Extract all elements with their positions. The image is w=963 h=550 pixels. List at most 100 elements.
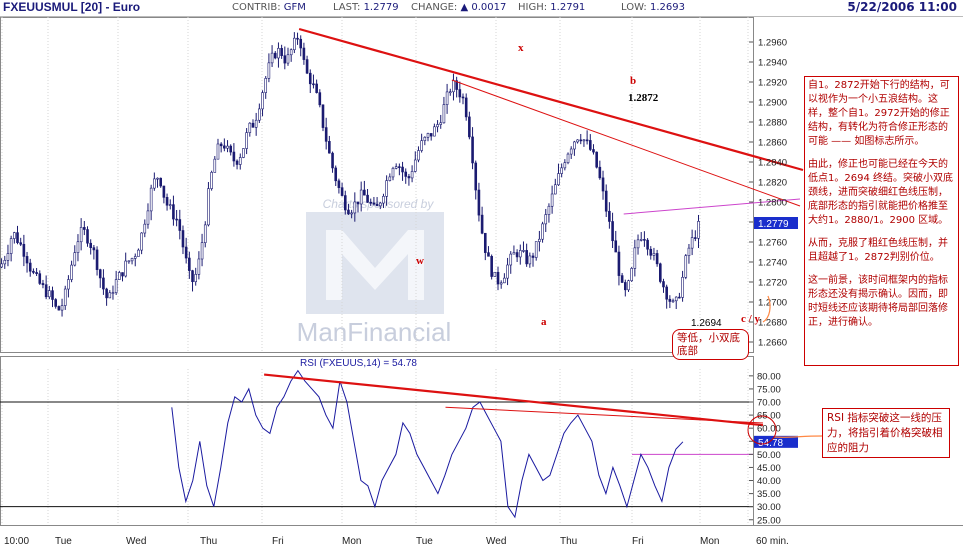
price-candle-body (191, 270, 194, 283)
quote-datetime: 5/22/2006 11:00 (847, 0, 957, 14)
x-axis-label: Mon (700, 536, 719, 547)
price-tick-label: 1.2960 (758, 38, 787, 49)
price-candle-body (296, 37, 299, 40)
price-candle-body (32, 270, 35, 273)
price-candle-body (305, 59, 309, 74)
price-candle-body (576, 139, 579, 143)
price-candle-body (181, 230, 185, 248)
price-candle-body (254, 119, 258, 128)
high-label: HIGH: (518, 2, 548, 13)
price-candle-body (617, 251, 621, 276)
x-axis-label: Wed (126, 536, 146, 547)
price-candle-body (229, 145, 233, 153)
price-candle-body (356, 201, 360, 205)
price-candle-body (207, 188, 210, 226)
last-price-tag-box (754, 217, 798, 229)
price-candle-body (528, 255, 532, 265)
change-up-icon: ▲ (460, 2, 469, 13)
watermark-sponsor-text: Charts sponsored by (323, 197, 435, 211)
price-candle-body (70, 264, 73, 280)
price-candle-body (197, 258, 201, 275)
price-candle-body (280, 48, 283, 56)
price-candle-body (264, 78, 268, 93)
rsi-tick-label: 80.00 (757, 371, 781, 382)
price-candle-body (60, 305, 64, 311)
price-candle-body (372, 202, 376, 205)
price-candle-body (382, 196, 385, 204)
price-candle-body (490, 256, 493, 277)
price-tick-label: 1.2840 (758, 158, 787, 169)
price-candle-body (499, 282, 503, 285)
price-candle-body (480, 214, 484, 234)
price-candle-body (674, 296, 678, 302)
price-tick-label: 1.2660 (758, 338, 787, 349)
price-candle-body (76, 241, 80, 253)
price-candle-body (226, 145, 229, 149)
last-value: 1.2779 (363, 2, 399, 13)
wave-label-w: w (416, 255, 424, 267)
rsi-tick-label: 70.00 (757, 398, 781, 409)
price-candle-body (401, 166, 404, 173)
price-candle-body (388, 176, 392, 181)
change-field: CHANGE: ▲ 0.0017 (411, 2, 506, 13)
x-axis-label: Tue (55, 536, 72, 547)
price-candle-body (175, 218, 178, 221)
x-axis-label: Fri (632, 536, 644, 547)
rsi-title: RSI (FXEUUS,14) = 54.78 (300, 358, 417, 369)
last-price-tag: 1.2779 (758, 219, 789, 230)
price-candle-body (149, 187, 153, 212)
price-candle-body (137, 249, 140, 257)
contrib-label: CONTRIB: (232, 2, 281, 13)
price-candle-body (200, 242, 204, 260)
price-candle-body (340, 187, 344, 196)
price-candle-body (343, 195, 347, 211)
rsi-note: RSI 指标突破这一线的压力，将指引着价格突破相应的阻力 (822, 408, 950, 458)
price-candle-body (636, 239, 640, 249)
price-candle-body (44, 284, 48, 298)
price-candle-body (133, 256, 137, 259)
price-candle-body (302, 47, 306, 60)
price-candle-body (245, 132, 248, 149)
main-note-arrow (762, 295, 771, 323)
price-candle-body (337, 180, 341, 188)
high-field: HIGH: 1.2791 (518, 2, 585, 13)
price-candle-body (188, 257, 191, 271)
price-tick-label: 1.2940 (758, 58, 787, 69)
price-candle-body (124, 260, 127, 277)
price-candle-body (86, 229, 89, 244)
thin-resistance-line (451, 79, 801, 207)
price-tick-label: 1.2880 (758, 118, 787, 129)
price-candle-body (646, 239, 649, 250)
price-candle-body (426, 133, 430, 138)
price-candle-body (286, 54, 290, 64)
price-candle-body (13, 232, 16, 239)
price-candle-body (436, 124, 439, 128)
price-candle-body (89, 242, 92, 248)
price-candle-body (105, 288, 108, 299)
price-candle-body (398, 166, 401, 168)
price-candle-body (378, 202, 382, 207)
price-candle-body (633, 247, 637, 269)
double-bottom-note: 等低，小双底底部 (672, 329, 749, 360)
price-candle-body (496, 271, 500, 285)
wave-label-a: a (541, 316, 547, 328)
price-candle-body (267, 62, 271, 79)
low-label: LOW: (621, 2, 647, 13)
price-candle-body (242, 148, 245, 158)
price-candle-body (445, 91, 449, 105)
price-candle-body (308, 72, 312, 85)
price-candle-body (235, 160, 239, 165)
price-tick-label: 1.2820 (758, 178, 787, 189)
watermark-m-icon (326, 230, 424, 300)
rsi-tick-label: 45.00 (757, 463, 781, 474)
price-candle-body (588, 140, 592, 150)
price-candle-body (385, 180, 388, 197)
price-candle-body (442, 104, 446, 124)
price-candle-body (156, 177, 159, 180)
price-candle-body (493, 271, 497, 277)
rsi-thick-trendline (264, 373, 764, 427)
price-candle-body (671, 300, 675, 303)
price-candle-body (6, 253, 10, 261)
price-candle-body (665, 286, 668, 300)
price-candle-body (604, 190, 608, 212)
